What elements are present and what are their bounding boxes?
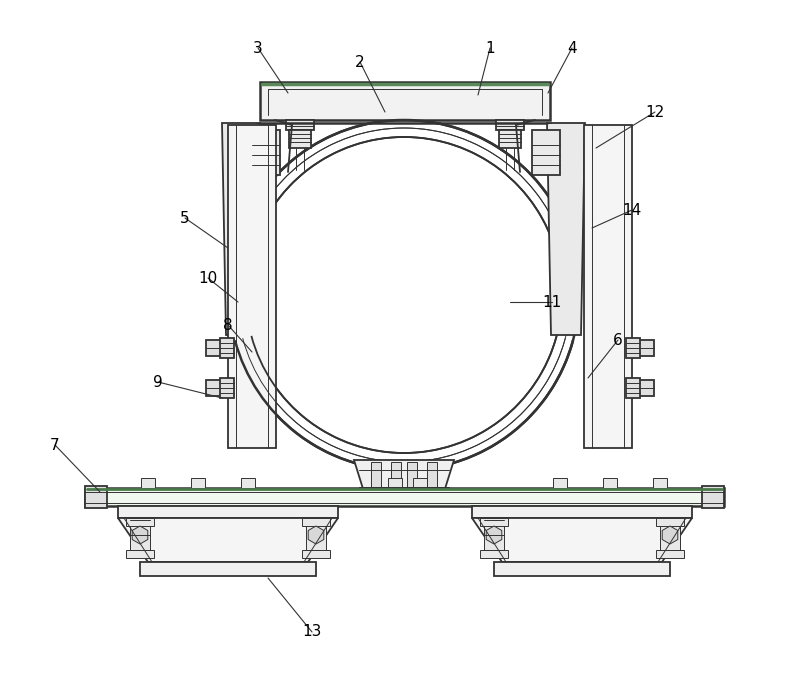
Polygon shape [260, 82, 550, 120]
Bar [286, 120, 314, 130]
Bar [371, 462, 381, 490]
Text: 10: 10 [198, 271, 218, 285]
Bar [85, 488, 724, 506]
Text: 11: 11 [542, 294, 561, 309]
Bar [413, 478, 427, 488]
Polygon shape [486, 526, 502, 544]
Bar [472, 506, 692, 518]
Text: 13: 13 [303, 624, 322, 639]
Bar [126, 550, 154, 558]
Bar [656, 518, 684, 526]
Polygon shape [118, 518, 338, 562]
Bar [407, 462, 417, 490]
Text: 3: 3 [253, 41, 263, 56]
Bar [484, 520, 504, 550]
Bar [220, 378, 234, 398]
Polygon shape [547, 123, 585, 335]
Polygon shape [472, 518, 692, 562]
Text: 4: 4 [567, 41, 577, 56]
Bar [496, 120, 524, 130]
Bar [391, 462, 401, 490]
Polygon shape [222, 123, 260, 335]
Bar [656, 550, 684, 558]
Text: 5: 5 [180, 211, 190, 225]
Bar [660, 520, 680, 550]
Bar [289, 130, 311, 148]
Polygon shape [584, 125, 632, 448]
Text: 1: 1 [485, 41, 495, 56]
Bar [603, 478, 617, 488]
Polygon shape [354, 460, 454, 492]
Bar [626, 338, 640, 358]
Text: 14: 14 [622, 203, 642, 218]
Text: 8: 8 [223, 318, 233, 333]
Bar [85, 486, 107, 508]
Bar [252, 130, 280, 175]
Bar [140, 562, 316, 576]
Circle shape [229, 120, 579, 470]
Bar [480, 518, 508, 526]
Bar [141, 478, 155, 488]
Bar [638, 340, 654, 356]
Bar [306, 520, 326, 550]
Polygon shape [132, 526, 148, 544]
Bar [126, 518, 154, 526]
Bar [220, 338, 234, 358]
Bar [626, 378, 640, 398]
Bar [206, 380, 222, 396]
Bar [532, 130, 560, 175]
Bar [553, 478, 567, 488]
Bar [206, 340, 222, 356]
Bar [302, 550, 330, 558]
Bar [499, 130, 521, 148]
Bar [427, 462, 437, 490]
Text: 7: 7 [50, 438, 60, 453]
Bar [191, 478, 205, 488]
Bar [653, 478, 667, 488]
Polygon shape [228, 125, 276, 448]
Bar [702, 486, 724, 508]
Text: 12: 12 [646, 105, 665, 119]
Bar [130, 520, 150, 550]
Text: 2: 2 [355, 54, 365, 70]
Bar [302, 518, 330, 526]
Bar [118, 506, 338, 518]
Polygon shape [308, 526, 324, 544]
Polygon shape [663, 526, 678, 544]
Bar [494, 562, 670, 576]
Bar [638, 380, 654, 396]
Text: 9: 9 [153, 375, 163, 389]
Bar [388, 478, 402, 488]
Text: 6: 6 [613, 333, 623, 347]
Bar [480, 550, 508, 558]
Bar [241, 478, 255, 488]
